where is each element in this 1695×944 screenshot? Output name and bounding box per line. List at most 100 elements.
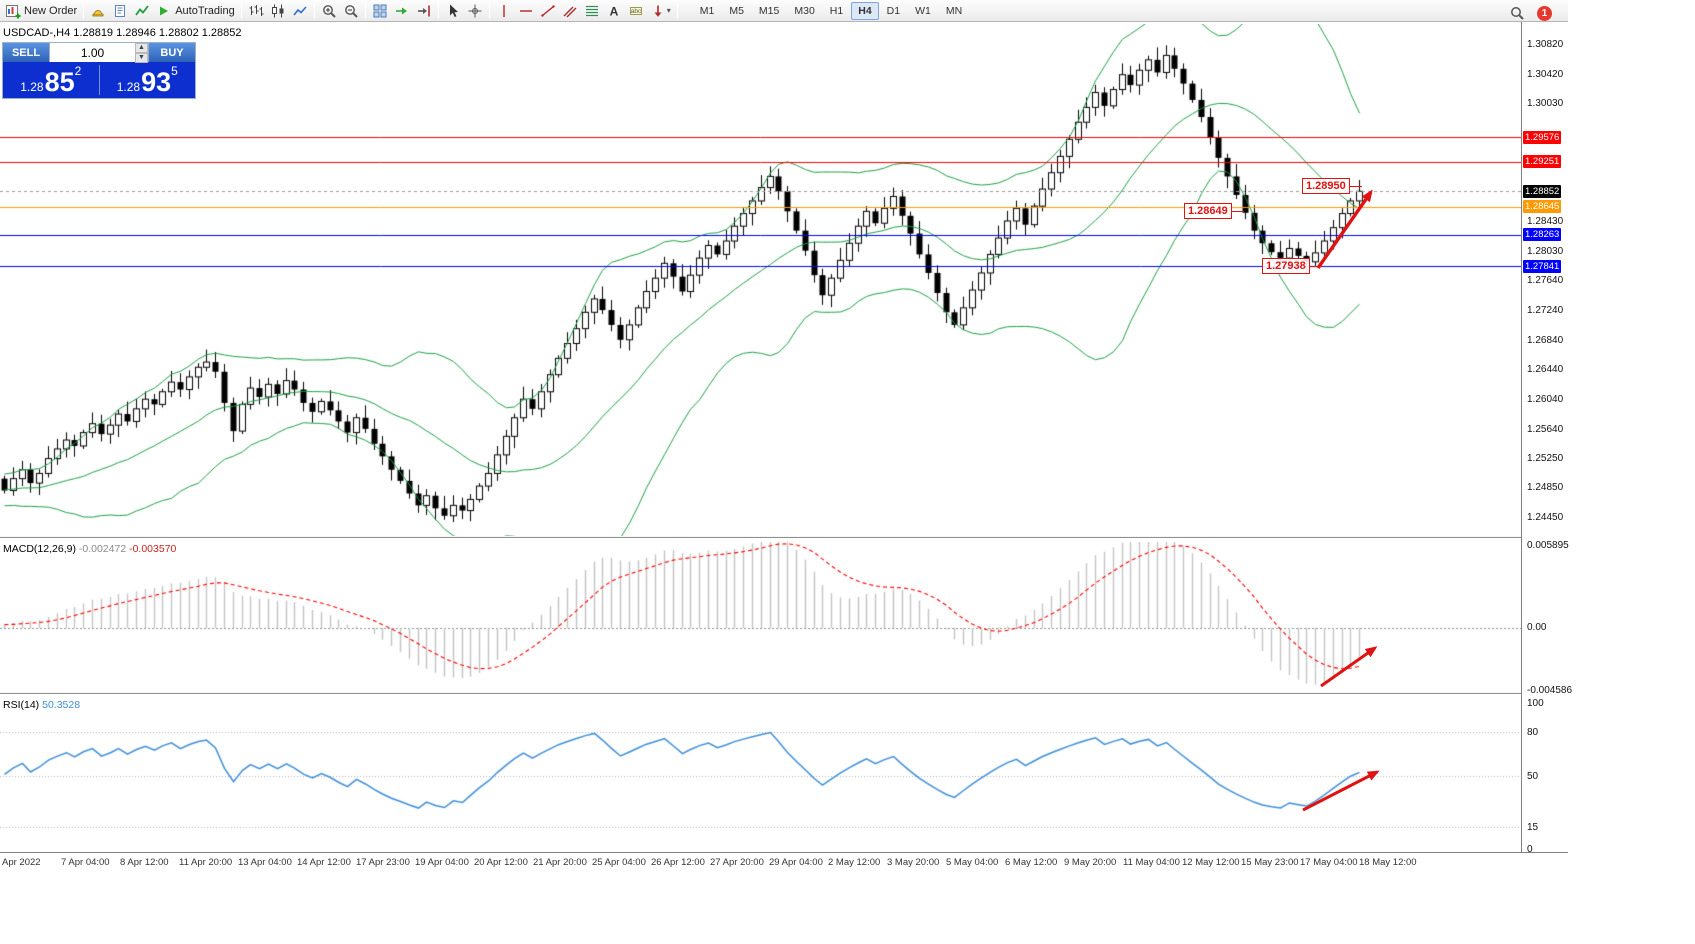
macd-scale-label: 0.00: [1527, 622, 1547, 633]
auto-scroll-button[interactable]: [391, 1, 413, 21]
price-divider: [98, 65, 100, 95]
timeframe-button-h4[interactable]: H4: [851, 1, 879, 20]
linechart-icon: [293, 5, 307, 15]
crosshair-icon: [468, 4, 482, 17]
panel-splitter-rsi[interactable]: [0, 692, 1568, 694]
search-button[interactable]: [1506, 3, 1528, 23]
buy-price-point: 5: [171, 64, 178, 78]
time-axis-label: 13 Apr 04:00: [238, 857, 292, 868]
timeframe-button-m1[interactable]: M1: [699, 4, 715, 17]
toolbar-separator: [488, 2, 490, 19]
time-axis[interactable]: Apr 2022 7 Apr 04:00 8 Apr 12:00 11 Apr 20:…: [0, 852, 1568, 876]
chart-title: USDCAD-,H4 1.28819 1.28946 1.28802 1.288…: [3, 27, 242, 39]
price-chart-canvas[interactable]: [0, 24, 1521, 536]
price-scale-label: 1.26040: [1527, 393, 1564, 405]
timeframe-button-m30[interactable]: M30: [794, 4, 815, 17]
expert-advisors-button[interactable]: [87, 1, 109, 21]
time-axis-label: 12 May 12:00: [1182, 857, 1240, 868]
sell-price-point: 2: [74, 64, 82, 78]
new-order-label: New Order: [24, 4, 78, 17]
macd-signal-value: -0.003570: [129, 543, 177, 555]
toolbar-separator: [83, 2, 85, 19]
text-label-button[interactable]: abc: [625, 1, 647, 21]
scripts-button[interactable]: [109, 1, 131, 21]
sell-button[interactable]: SELL: [3, 43, 49, 62]
timeframe-button-w1[interactable]: W1: [915, 4, 931, 17]
time-axis-label: 25 Apr 04:00: [592, 857, 646, 868]
channel-icon: [563, 6, 577, 17]
timeframe-button-m5[interactable]: M5: [729, 4, 744, 17]
volume-decrease-button[interactable]: ▼: [135, 53, 148, 63]
vertical-line-button[interactable]: [493, 1, 515, 21]
buy-button[interactable]: BUY: [149, 43, 195, 62]
horizontal-line-button[interactable]: [515, 1, 537, 21]
autotrading-label: AutoTrading: [175, 4, 235, 17]
price-scale-label: 1.27640: [1527, 275, 1564, 287]
panel-splitter-macd[interactable]: [0, 536, 1568, 538]
timeframe-button-mn[interactable]: MN: [945, 4, 963, 17]
chart-shift-button[interactable]: [413, 1, 435, 21]
indicators-button[interactable]: [131, 1, 153, 21]
time-axis-label: 19 Apr 04:00: [415, 857, 469, 868]
crosshair-button[interactable]: [464, 1, 486, 21]
buy-price-prefix: 1.28: [116, 80, 141, 94]
price-scale-label: 1.26840: [1527, 334, 1564, 346]
price-scale[interactable]: 1.30820 1.30420 1.30030 1.28430 1.28030 1.276…: [1521, 22, 1572, 855]
zoom-in-button[interactable]: [318, 1, 340, 21]
tile-windows-button[interactable]: [369, 1, 391, 21]
chart-candles-button[interactable]: [267, 1, 289, 21]
volume-box: ▲ ▼: [49, 43, 149, 63]
chart-bars-button[interactable]: [245, 1, 267, 21]
rsi-scale-label: 100: [1527, 698, 1544, 709]
macd-scale-label: -0.004586: [1527, 685, 1573, 696]
zoom-out-button[interactable]: [340, 1, 362, 21]
volume-input[interactable]: [50, 43, 135, 62]
price-annotation-target[interactable]: 1.28950: [1302, 178, 1362, 194]
zoomin-icon: [322, 4, 336, 18]
buy-price[interactable]: 1.28 93 5: [100, 62, 196, 98]
fibonacci-button[interactable]: [581, 1, 603, 21]
price-annotation-resistance[interactable]: 1.28649: [1184, 203, 1244, 219]
chart-line-button[interactable]: [289, 1, 311, 21]
price-scale-label: 1.27240: [1527, 304, 1564, 316]
price-annotation-low[interactable]: 1.27938: [1262, 258, 1322, 274]
time-axis-label: 6 May 12:00: [1005, 857, 1058, 868]
time-axis-label: Apr 2022: [2, 857, 41, 868]
autotrading-button[interactable]: AutoTrading: [153, 1, 238, 21]
arrows-button[interactable]: ▾: [647, 1, 674, 21]
scripts-icon: [115, 4, 126, 17]
time-axis-label: 17 Apr 23:00: [356, 857, 410, 868]
toolbar-separator: [437, 2, 439, 19]
timeframe-button-m15[interactable]: M15: [758, 4, 780, 17]
rsi-scale-label: 80: [1527, 727, 1539, 739]
trendline-button[interactable]: [537, 1, 559, 21]
new-order-button[interactable]: New Order: [2, 1, 80, 21]
macd-canvas[interactable]: [0, 540, 1521, 692]
rsi-name: RSI(14): [3, 699, 40, 711]
text-button[interactable]: A: [603, 1, 625, 21]
one-click-trading-panel: SELL ▲ ▼ BUY 1.28 85 2 1.28: [2, 42, 196, 99]
volume-increase-button[interactable]: ▲: [135, 43, 148, 53]
notification-badge[interactable]: 1: [1537, 5, 1552, 21]
equidistant-channel-button[interactable]: [559, 1, 581, 21]
bid-price-label: 1.28852: [1523, 184, 1562, 198]
rsi-scale-label: 15: [1527, 822, 1539, 834]
timeframe-button-h1[interactable]: H1: [829, 4, 844, 17]
expert-advisors-icon: [92, 9, 104, 16]
search-icon: [1511, 7, 1524, 20]
rsi-canvas[interactable]: [0, 696, 1521, 852]
sell-price-prefix: 1.28: [20, 80, 44, 94]
cursor-button[interactable]: [442, 1, 464, 21]
hline-icon: [519, 9, 532, 12]
rsi-value: 50.3528: [42, 699, 81, 711]
sell-price[interactable]: 1.28 85 2: [3, 62, 99, 98]
time-axis-label: 17 May 04:00: [1300, 857, 1358, 868]
tile-icon: [373, 4, 387, 17]
candles-icon: [271, 4, 284, 17]
chartshift-icon: [417, 5, 430, 16]
volume-stepper: ▲ ▼: [135, 43, 148, 63]
macd-indicator-label: MACD(12,26,9) -0.002472 -0.003570: [3, 543, 176, 555]
timeframe-button-d1[interactable]: D1: [886, 4, 901, 17]
